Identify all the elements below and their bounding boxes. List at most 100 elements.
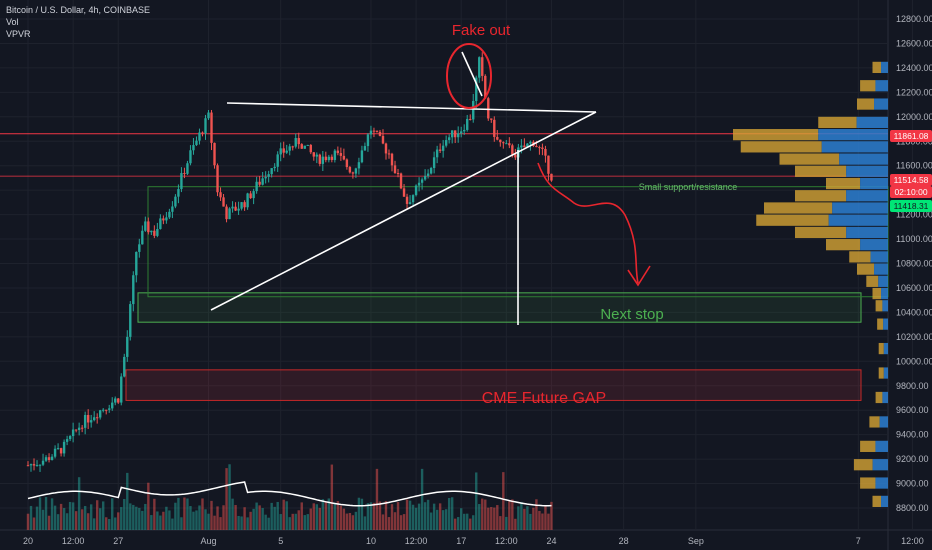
volume-bar <box>38 497 42 530</box>
volume-bar <box>336 500 340 530</box>
volume-bar <box>478 504 481 530</box>
symbol-title[interactable]: Bitcoin / U.S. Dollar, 4h, COINBASE <box>6 5 151 15</box>
vpvr-bar-down <box>872 459 888 471</box>
candle-body <box>294 138 297 147</box>
volume-bar <box>447 497 451 530</box>
volume-bar <box>231 498 234 530</box>
volume-bar <box>481 498 484 530</box>
candle-body <box>333 150 337 160</box>
volume-bar <box>183 497 186 530</box>
candle-body <box>484 75 487 99</box>
candle-body <box>77 427 81 430</box>
volume-bar <box>432 503 436 530</box>
x-tick-label: 24 <box>546 536 556 546</box>
vpvr-bar-down <box>875 477 888 489</box>
volume-bar <box>120 507 123 530</box>
candle-body <box>541 147 544 149</box>
candle-body <box>123 356 126 377</box>
candle-body <box>237 208 240 211</box>
candle-body <box>120 376 123 403</box>
vpvr-bar-up <box>872 287 882 300</box>
volume-bar <box>276 501 279 530</box>
candle-body <box>255 181 258 192</box>
candle-body <box>300 144 303 149</box>
candle-body <box>150 230 153 233</box>
price-axis[interactable]: 8800.00 9000.00 9200.00 9400.00 9600.00 9800.… <box>896 14 932 513</box>
candle-body <box>273 166 276 169</box>
volume-bar <box>351 515 355 530</box>
time-axis[interactable]: 20 12:00 27 Aug 5 10 12:00 17 12:00 24 28 Sep 7 12:00… <box>23 536 932 546</box>
candle-body <box>535 145 538 148</box>
volume-bar <box>523 508 526 530</box>
volume-bar <box>381 514 385 530</box>
trend-drawings <box>210 43 651 325</box>
volume-bar <box>213 515 216 530</box>
vol-indicator-label[interactable]: Vol <box>6 17 19 27</box>
volume-bar <box>438 503 442 530</box>
candle-body <box>475 77 478 101</box>
y-tick-label: 9200.00 <box>896 454 929 464</box>
candle-body <box>438 149 442 151</box>
candle-body <box>339 153 343 156</box>
volume-bar <box>378 501 382 530</box>
volume-bar <box>126 472 129 530</box>
candle-body <box>198 132 201 141</box>
candle-body <box>538 147 541 149</box>
candle-body <box>511 145 514 155</box>
volume-bar <box>207 513 210 530</box>
vpvr-bar-up <box>869 416 880 428</box>
vpvr-indicator-label[interactable]: VPVR <box>6 29 31 39</box>
red-level-price-tag: 11861.08 <box>890 130 932 142</box>
candle-body <box>354 168 358 174</box>
candle-body <box>95 417 99 419</box>
candle-body <box>234 206 237 211</box>
candle-body <box>330 156 334 160</box>
volume-bars <box>26 464 553 530</box>
y-tick-label: 9800.00 <box>896 381 929 391</box>
vpvr-bar-down <box>870 251 888 263</box>
volume-bar <box>369 502 373 530</box>
volume-bar <box>26 513 30 530</box>
candle-body <box>204 118 207 134</box>
candle-body <box>366 134 370 147</box>
volume-bar <box>417 503 421 530</box>
candle-body <box>460 131 463 134</box>
volume-bar <box>32 517 36 530</box>
candle-body <box>252 191 255 199</box>
volume-bar <box>44 497 48 530</box>
candle-body <box>547 155 550 174</box>
candle-body <box>505 143 508 145</box>
volume-bar <box>74 511 78 530</box>
x-tick-label: 12:00 <box>901 536 924 546</box>
x-tick-label: Sep <box>688 536 704 546</box>
volume-bar <box>195 510 198 530</box>
volume-bar <box>210 500 213 530</box>
volume-bar <box>216 506 219 530</box>
candle-body <box>514 154 517 158</box>
candle-body <box>508 143 511 146</box>
candle-body <box>174 196 177 207</box>
volume-bar <box>402 514 406 530</box>
vpvr-bar-down <box>846 226 888 239</box>
volume-bar <box>469 518 472 530</box>
vpvr-bar-up <box>779 153 840 165</box>
volume-bar <box>129 503 132 530</box>
vpvr-bar-down <box>846 165 888 177</box>
fake-out-circle <box>446 43 492 109</box>
volume-bar <box>180 517 183 530</box>
x-tick-label: 12:00 <box>62 536 85 546</box>
vpvr-bar-up <box>826 239 861 251</box>
candle-body <box>68 436 72 440</box>
volume-bar <box>505 516 508 530</box>
candle-body <box>216 165 219 193</box>
volume-bar <box>282 499 285 530</box>
candle-body <box>502 142 505 144</box>
x-tick-label: 12:00 <box>405 536 428 546</box>
volume-bar <box>426 499 430 530</box>
volume-bar <box>249 511 252 530</box>
volume-bar <box>99 508 102 530</box>
vpvr-bar-up <box>872 61 882 74</box>
candle-body <box>59 448 63 454</box>
candle-body <box>478 57 481 78</box>
